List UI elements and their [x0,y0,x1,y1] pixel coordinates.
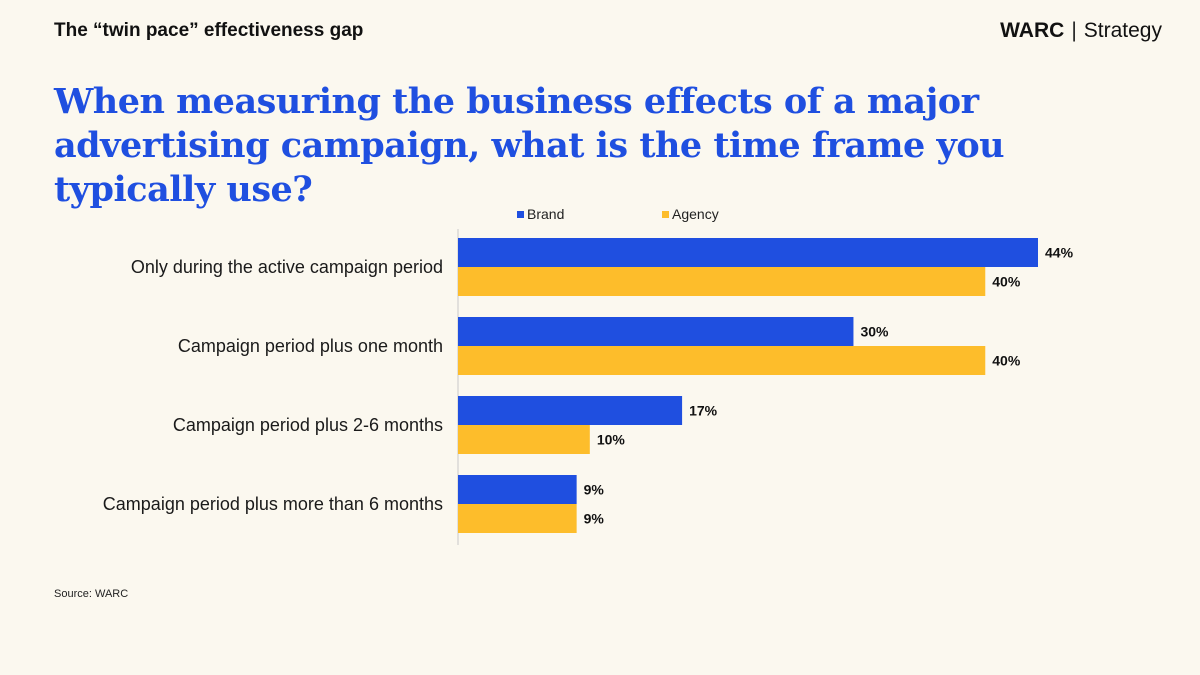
bar-agency-2 [458,425,590,454]
value-label-agency-0: 40% [992,274,1021,290]
legend-swatch-brand [517,210,524,218]
legend-swatch-agency [662,210,669,218]
value-label-agency-3: 9% [584,511,605,527]
category-label-1: Campaign period plus one month [178,336,443,356]
warc-strategy-logo: WARC | Strategy [1000,19,1162,43]
category-label-0: Only during the active campaign period [131,257,443,277]
brand-section: Strategy [1083,19,1162,42]
category-label-2: Campaign period plus 2-6 months [173,415,443,435]
brand-separator: | [1071,19,1077,42]
chart-kicker-title: The “twin pace” effectiveness gap [54,20,364,41]
value-label-brand-0: 44% [1045,245,1074,261]
bar-agency-1 [458,346,986,375]
legend-label-agency: Agency [672,206,719,222]
bar-brand-1 [458,317,854,346]
chart-headline: When measuring the business effects of a… [54,81,1005,210]
value-label-agency-1: 40% [992,353,1021,369]
value-label-brand-2: 17% [689,403,718,419]
bar-brand-0 [458,238,1038,267]
legend-item-brand: Brand [517,206,564,222]
bar-agency-0 [458,267,986,296]
bar-brand-2 [458,396,683,425]
value-label-brand-3: 9% [584,482,605,498]
category-label-3: Campaign period plus more than 6 months [103,494,443,514]
brand-name: WARC [1000,19,1065,42]
legend-label-brand: Brand [527,206,565,222]
legend-item-agency: Agency [662,206,719,222]
source-note: Source: WARC [54,588,129,600]
bar-agency-3 [458,504,577,533]
bar-brand-3 [458,475,577,504]
value-label-agency-2: 10% [597,432,626,448]
value-label-brand-1: 30% [860,324,889,340]
